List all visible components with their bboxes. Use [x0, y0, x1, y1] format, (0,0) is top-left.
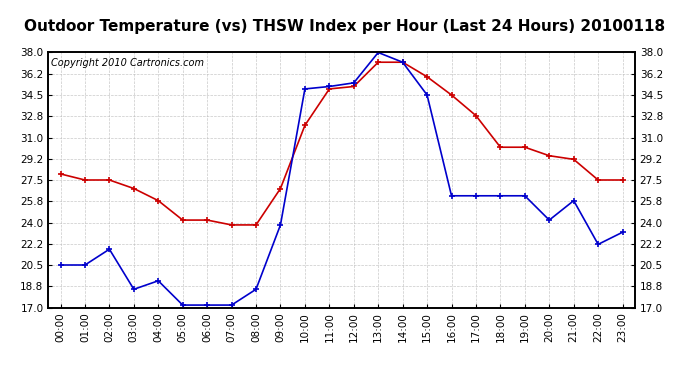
- Text: Copyright 2010 Cartronics.com: Copyright 2010 Cartronics.com: [51, 58, 204, 68]
- Text: Outdoor Temperature (vs) THSW Index per Hour (Last 24 Hours) 20100118: Outdoor Temperature (vs) THSW Index per …: [24, 19, 666, 34]
